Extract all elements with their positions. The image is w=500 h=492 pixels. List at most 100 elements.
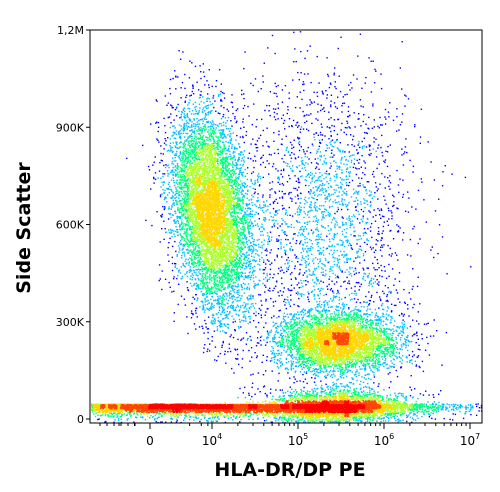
event-dot	[281, 339, 283, 341]
event-dot	[342, 368, 344, 370]
event-dot	[280, 266, 282, 269]
event-dot	[172, 134, 174, 136]
event-dot	[356, 152, 359, 155]
event-dot	[305, 200, 307, 202]
event-dot	[330, 100, 332, 102]
event-dot	[339, 186, 342, 189]
event-dot	[258, 307, 261, 310]
event-dot	[331, 205, 333, 208]
event-dot	[332, 272, 334, 275]
event-dot	[342, 224, 344, 227]
event-dot	[310, 174, 312, 176]
event-dot	[325, 309, 328, 312]
event-dot	[325, 383, 327, 385]
event-dot	[175, 182, 178, 184]
event-dot	[262, 269, 264, 271]
event-dot	[182, 247, 184, 249]
event-dot	[452, 406, 454, 408]
event-dot	[265, 322, 267, 324]
event-dot	[327, 229, 330, 232]
event-dot	[308, 309, 310, 312]
event-dot	[361, 147, 364, 150]
event-dot	[271, 353, 273, 355]
event-dot	[278, 360, 281, 362]
event-dot	[283, 319, 285, 321]
event-dot	[341, 156, 343, 159]
event-dot	[186, 115, 188, 117]
event-dot	[264, 166, 267, 168]
event-dot	[364, 82, 366, 84]
event-dot	[278, 130, 280, 133]
event-dot	[273, 338, 275, 340]
event-dot	[211, 296, 213, 298]
event-dot	[279, 341, 281, 344]
event-dot	[338, 149, 341, 152]
event-dot	[181, 111, 183, 113]
event-dot	[293, 139, 295, 141]
event-dot	[318, 179, 320, 181]
event-dot	[269, 252, 271, 254]
event-dot	[349, 370, 352, 372]
event-dot	[173, 219, 175, 222]
event-dot	[255, 147, 257, 149]
event-dot	[287, 163, 289, 165]
event-dot	[232, 106, 234, 108]
event-dot	[341, 179, 343, 181]
event-dot	[359, 245, 361, 247]
event-dot	[286, 348, 289, 351]
event-dot	[408, 354, 410, 356]
event-dot	[418, 344, 420, 346]
event-dot	[320, 238, 323, 241]
event-dot	[311, 370, 314, 372]
event-dot	[383, 389, 385, 391]
event-dot	[274, 52, 276, 55]
event-dot	[188, 108, 191, 110]
event-dot	[259, 268, 261, 270]
event-dot	[187, 251, 189, 254]
event-dot	[248, 203, 251, 205]
event-dot	[213, 292, 215, 294]
event-dot	[198, 109, 200, 112]
event-dot	[327, 225, 330, 227]
event-dot	[397, 184, 400, 186]
event-dot	[304, 156, 306, 158]
event-dot	[285, 135, 287, 137]
event-dot	[322, 211, 324, 213]
event-dot	[360, 387, 362, 389]
event-dot	[321, 187, 323, 189]
event-dot	[175, 174, 177, 176]
event-dot	[343, 228, 346, 231]
event-dot	[323, 184, 326, 186]
event-dot	[317, 187, 319, 189]
event-dot	[247, 277, 249, 279]
event-dot	[199, 306, 201, 308]
event-dot	[299, 272, 301, 274]
event-dot	[341, 200, 343, 202]
event-dot	[389, 371, 391, 374]
event-dot	[271, 188, 273, 190]
event-dot	[167, 172, 169, 175]
event-dot	[246, 178, 249, 181]
event-dot	[246, 236, 248, 239]
event-dot	[401, 313, 403, 315]
event-dot	[166, 170, 169, 172]
event-dot	[366, 203, 369, 206]
event-dot	[319, 208, 321, 211]
event-dot	[387, 207, 390, 209]
event-dot	[231, 287, 233, 289]
event-dot	[261, 304, 263, 306]
event-dot	[297, 311, 299, 313]
event-dot	[171, 162, 173, 165]
event-dot	[238, 156, 240, 159]
event-dot	[290, 360, 292, 362]
event-dot	[344, 126, 347, 129]
event-dot	[334, 257, 336, 259]
event-dot	[249, 315, 251, 318]
event-dot	[262, 234, 264, 236]
event-dot	[236, 291, 238, 293]
event-dot	[347, 171, 350, 173]
event-dot	[297, 156, 300, 158]
event-dot	[328, 147, 330, 149]
event-dot	[204, 106, 206, 108]
event-dot	[396, 342, 398, 344]
